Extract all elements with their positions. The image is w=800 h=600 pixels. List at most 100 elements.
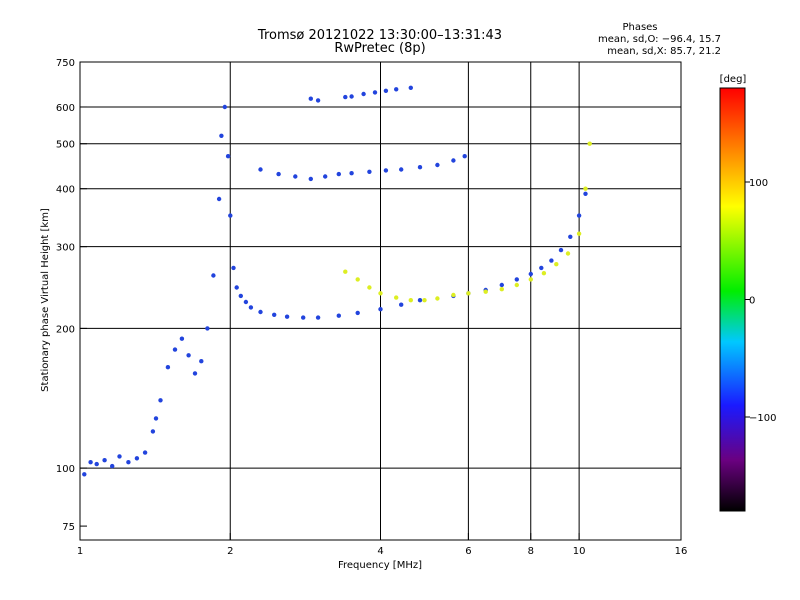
- data-point: [378, 307, 383, 312]
- data-point: [383, 168, 389, 173]
- data-point: [576, 213, 582, 218]
- data-point: [499, 282, 504, 288]
- chart-title: Tromsø 20121022 13:30:00–13:31:43: [257, 28, 502, 43]
- chart-subtitle: RwPretec (8p): [334, 41, 425, 56]
- y-axis-label: Stationary phase Virtual Height [km]: [40, 208, 51, 392]
- data-point: [367, 285, 372, 290]
- data-point: [142, 450, 148, 455]
- data-point: [179, 336, 185, 341]
- data-point: [539, 265, 544, 271]
- y-axis-ticks: 75 100 200 300 400 500 600 750: [56, 58, 87, 533]
- data-point: [110, 463, 115, 469]
- data-point: [192, 371, 198, 376]
- colorbar-tick-label: 100: [749, 178, 768, 189]
- y-tick-label: 100: [56, 464, 75, 475]
- y-tick-label: 600: [56, 103, 75, 114]
- data-point: [308, 176, 313, 182]
- data-point: [558, 247, 564, 253]
- data-point: [378, 291, 383, 296]
- phases-heading: Phases: [622, 22, 657, 33]
- y-tick-label: 75: [62, 522, 75, 533]
- data-point: [355, 310, 360, 316]
- data-point: [541, 271, 547, 276]
- data-point: [238, 293, 243, 299]
- data-point: [186, 353, 191, 358]
- data-point: [417, 298, 423, 303]
- data-point: [126, 460, 131, 465]
- y-tick-label: 750: [56, 58, 75, 69]
- data-point: [82, 472, 87, 477]
- data-point: [343, 94, 348, 100]
- x-axis-label: Frequency [MHz]: [338, 560, 422, 571]
- data-point: [565, 251, 571, 256]
- data-point: [117, 454, 122, 459]
- grid-lines: [80, 62, 681, 540]
- data-point: [272, 312, 277, 317]
- data-point: [315, 98, 321, 103]
- data-point: [528, 271, 533, 277]
- data-point: [243, 299, 249, 305]
- data-point: [172, 347, 178, 352]
- colorbar-label: [deg]: [720, 74, 747, 85]
- data-point: [88, 460, 93, 465]
- data-point: [399, 167, 404, 172]
- data-point: [205, 326, 210, 331]
- x-tick-label: 4: [377, 546, 383, 557]
- data-point: [165, 365, 171, 370]
- data-point: [102, 458, 107, 463]
- phases-x-stats: mean, sd,X: 85.7, 21.2: [607, 46, 721, 57]
- data-point: [408, 85, 413, 91]
- data-point: [451, 292, 456, 298]
- y-tick-label: 400: [56, 185, 75, 196]
- data-point: [293, 174, 298, 179]
- data-point: [225, 154, 231, 159]
- data-point: [499, 287, 504, 292]
- data-point: [466, 291, 471, 296]
- data-point: [349, 171, 354, 176]
- data-point: [219, 133, 224, 138]
- y-tick-label: 300: [56, 243, 75, 254]
- data-point: [576, 231, 582, 236]
- colorbar-tick-label: −100: [749, 413, 776, 424]
- data-point: [248, 305, 254, 310]
- data-point: [216, 196, 222, 202]
- data-point: [367, 169, 372, 174]
- x-tick-label: 2: [227, 546, 233, 557]
- x-tick-label: 16: [675, 546, 688, 557]
- data-point: [408, 298, 413, 303]
- data-point: [258, 167, 263, 172]
- data-point: [583, 186, 588, 191]
- data-point: [554, 262, 559, 267]
- data-point: [422, 298, 427, 303]
- data-point: [336, 171, 341, 177]
- data-point: [234, 285, 239, 290]
- data-point: [417, 165, 423, 170]
- data-point: [315, 315, 321, 320]
- data-point: [514, 277, 519, 282]
- data-point: [323, 174, 328, 179]
- data-point: [435, 162, 440, 168]
- phases-o-stats: mean, sd,O: −96.4, 15.7: [598, 34, 721, 45]
- data-point: [336, 313, 341, 318]
- data-point: [383, 88, 389, 94]
- data-point: [549, 258, 554, 263]
- data-point: [462, 154, 467, 159]
- data-point: [150, 429, 156, 434]
- y-tick-label: 500: [56, 140, 75, 151]
- data-point: [514, 282, 519, 288]
- x-tick-label: 6: [465, 546, 471, 557]
- data-point: [211, 273, 216, 278]
- data-point: [349, 94, 354, 99]
- data-point: [134, 456, 140, 461]
- data-point: [228, 213, 233, 218]
- plot-area: 1 2 4 6 8 10 16 75 100 200 300 400 500 600 750: [56, 58, 687, 557]
- data-point: [583, 191, 588, 196]
- y-tick-label: 200: [56, 324, 75, 335]
- data-point: [301, 315, 306, 320]
- data-point: [199, 359, 204, 364]
- data-point: [94, 461, 99, 467]
- data-point: [394, 295, 399, 300]
- data-point: [343, 269, 348, 274]
